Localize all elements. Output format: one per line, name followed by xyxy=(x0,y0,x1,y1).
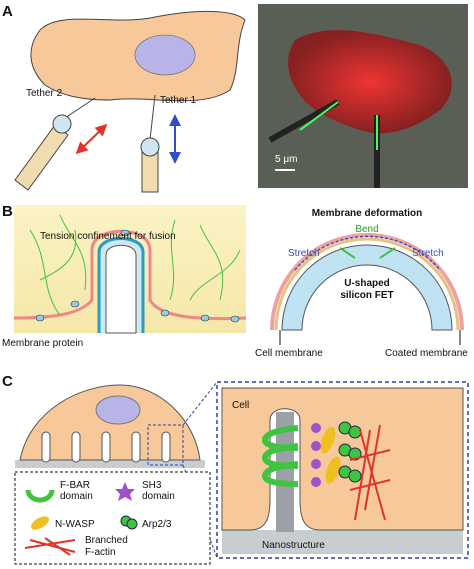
diagram-title: Tension confinement for fusion xyxy=(40,231,176,242)
diagram-title: Membrane deformation xyxy=(312,208,423,219)
micrograph xyxy=(258,4,468,188)
legend-label: F-actin xyxy=(85,547,116,558)
deformation-schematic xyxy=(270,233,464,345)
tether-label: Tether 2 xyxy=(26,88,63,99)
legend-label: F-BAR xyxy=(60,480,90,491)
annotation: Stretch xyxy=(412,248,444,259)
legend-label: domain xyxy=(142,491,175,502)
legend-label: Branched xyxy=(85,535,128,546)
cell-on-pillars xyxy=(15,381,218,559)
tether-label: Tether 1 xyxy=(160,95,197,106)
scale-bar-label: 5 μm xyxy=(275,154,297,165)
legend-label: N-WASP xyxy=(55,519,95,530)
fusion-schematic xyxy=(13,205,247,334)
zoom-schematic xyxy=(216,381,469,559)
legend xyxy=(14,471,211,565)
cell-schematic xyxy=(14,10,246,193)
callout-label: Membrane protein xyxy=(2,338,83,349)
fet-label: U-shaped xyxy=(344,278,390,289)
legend-label: SH3 xyxy=(142,480,162,491)
legend-label: domain xyxy=(60,491,93,502)
callout-label: Coated membrane xyxy=(385,348,468,359)
panel-label: A xyxy=(2,3,13,20)
region-label: Nanostructure xyxy=(262,540,325,551)
region-label: Cell xyxy=(232,400,249,411)
legend-label: Arp2/3 xyxy=(142,519,172,530)
panel-label: B xyxy=(2,203,13,220)
annotation: Stretch xyxy=(288,248,320,259)
annotation: Bend xyxy=(355,224,378,235)
callout-label: Cell membrane xyxy=(255,348,323,359)
panel-label: C xyxy=(2,373,13,390)
fet-label: silicon FET xyxy=(340,290,393,301)
